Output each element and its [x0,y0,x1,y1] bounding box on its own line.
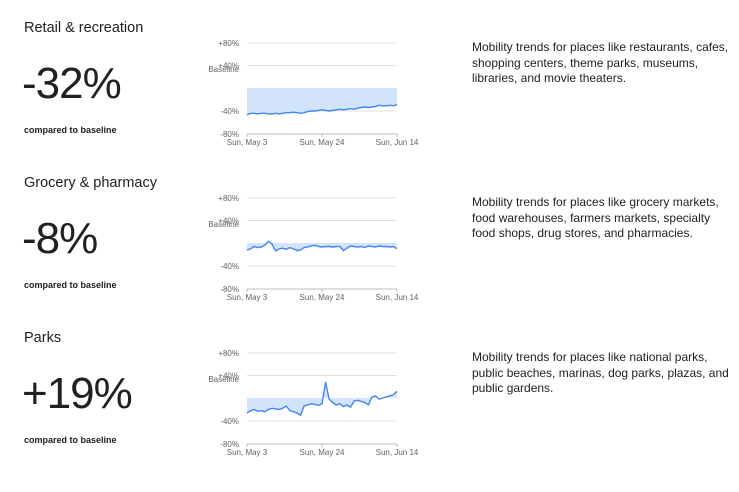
x-tick-label: Sun, Jun 14 [376,448,419,457]
parks-chart: +80% +40% -40% -80% Baseline Sun, May 3 Sun, M… [208,349,419,457]
x-tick-label: Sun, May 3 [227,293,268,302]
y-tick-label: +40% [218,62,239,71]
y-tick-label: +80% [218,39,239,48]
x-tick-label: Sun, May 24 [300,293,345,302]
comparison-caption: compared to baseline [24,435,117,445]
trend-line [246,381,398,416]
x-tick-label: Sun, Jun 14 [376,293,419,302]
y-tick-label: +80% [218,194,239,203]
y-tick-label: -40% [220,417,239,426]
section-title: Retail & recreation [24,20,144,36]
y-tick-label: -40% [220,262,239,271]
x-tick-label: Sun, Jun 14 [376,138,419,147]
section-title: Grocery & pharmacy [24,175,157,191]
parks-section: Parks +19% compared to baseline +80% +40%… [0,310,739,460]
y-tick-label: +40% [218,372,239,381]
x-tick-label: Sun, May 24 [300,448,345,457]
comparison-caption: compared to baseline [24,125,117,135]
trend-line [246,240,398,252]
grocery-pharmacy-section: Grocery & pharmacy -8% compared to basel… [0,155,739,305]
deviation-area [247,88,397,115]
baseline-label: Baseline [208,220,239,229]
deviation-area [247,382,397,416]
headline-percentage: -8% [22,214,98,263]
retail-recreation-chart: +80% +40% -40% -80% Baseline Sun, May 3 Sun, M… [208,39,419,147]
x-tick-label: Sun, May 3 [227,448,268,457]
y-tick-label: -80% [220,130,239,139]
section-description: Mobility trends for places like restaura… [472,40,729,85]
grocery-pharmacy-chart: +80% +40% -40% -80% Baseline Sun, May 3 Sun, M… [208,194,419,302]
y-tick-label: -40% [220,107,239,116]
y-tick-label: +40% [218,217,239,226]
y-tick-label: -80% [220,440,239,449]
trend-line [246,104,398,116]
section-description: Mobility trends for places like grocery … [472,195,719,240]
baseline-label: Baseline [208,375,239,384]
baseline-label: Baseline [208,65,239,74]
headline-percentage: -32% [22,59,122,108]
retail-recreation-section: Retail & recreation -32% compared to bas… [0,0,739,150]
x-tick-label: Sun, May 24 [300,138,345,147]
section-title: Parks [24,330,62,346]
comparison-caption: compared to baseline [24,280,117,290]
x-tick-label: Sun, May 3 [227,138,268,147]
headline-percentage: +19% [22,369,133,418]
section-description: Mobility trends for places like national… [472,350,729,395]
y-tick-label: -80% [220,285,239,294]
y-tick-label: +80% [218,349,239,358]
